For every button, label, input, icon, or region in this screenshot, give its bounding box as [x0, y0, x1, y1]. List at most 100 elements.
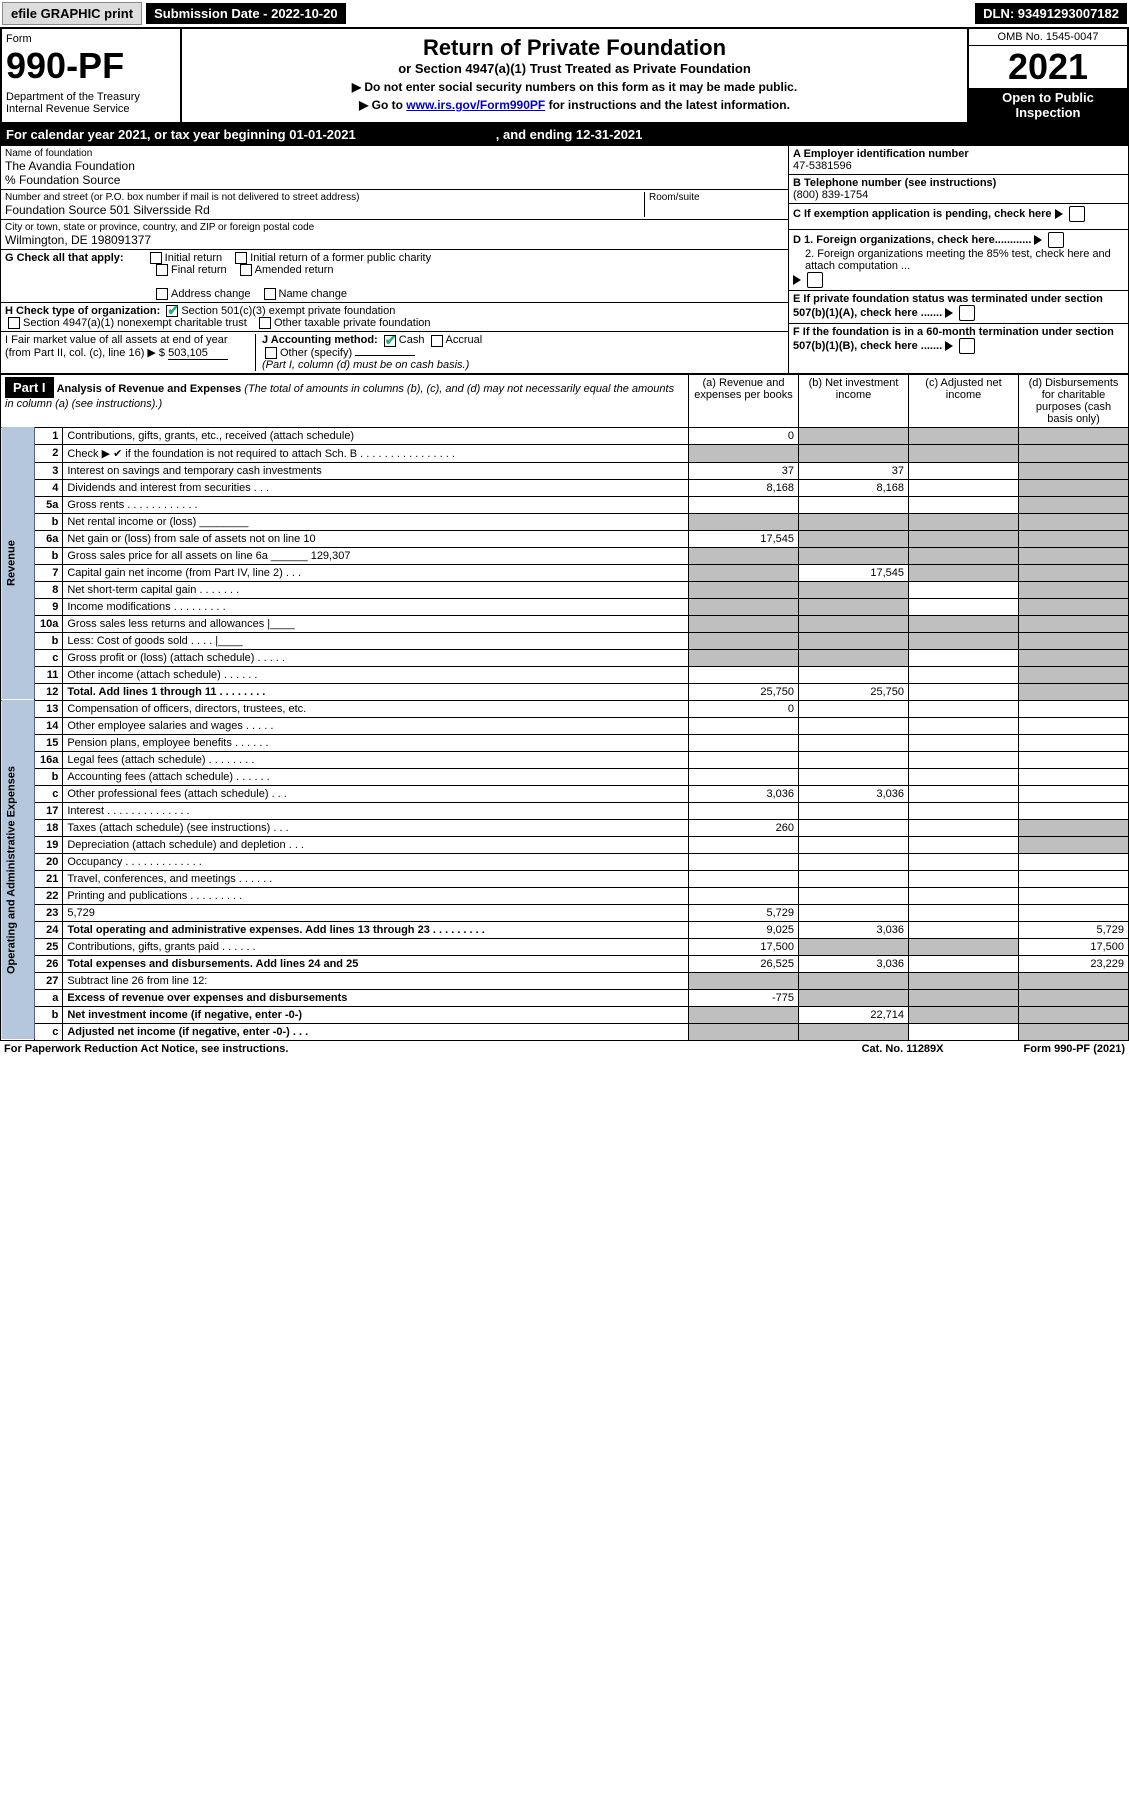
- amount-cell: 3,036: [799, 921, 909, 938]
- table-row: 18Taxes (attach schedule) (see instructi…: [1, 819, 1129, 836]
- amount-cell: [1019, 547, 1129, 564]
- amount-cell: [1019, 802, 1129, 819]
- amount-cell: [909, 1006, 1019, 1023]
- chk-501c3[interactable]: [166, 305, 178, 317]
- table-row: 6aNet gain or (loss) from sale of assets…: [1, 530, 1129, 547]
- row-desc: Pension plans, employee benefits . . . .…: [63, 734, 689, 751]
- amount-cell: 26,525: [689, 955, 799, 972]
- instr-2-post: for instructions and the latest informat…: [545, 98, 790, 112]
- amount-cell: [799, 700, 909, 717]
- chk-4947[interactable]: [8, 317, 20, 329]
- amount-cell: 25,750: [689, 683, 799, 700]
- row-num: c: [35, 649, 63, 666]
- chk-addrchg[interactable]: [156, 288, 168, 300]
- amount-cell: [689, 666, 799, 683]
- room-label: Room/suite: [649, 192, 784, 203]
- amount-cell: [1019, 530, 1129, 547]
- opt-4947: Section 4947(a)(1) nonexempt charitable …: [23, 317, 247, 329]
- amount-cell: [909, 734, 1019, 751]
- col-c-hdr: (c) Adjusted net income: [909, 374, 1019, 427]
- chk-accrual[interactable]: [431, 335, 443, 347]
- amount-cell: [689, 598, 799, 615]
- side-label: Operating and Administrative Expenses: [1, 700, 35, 1040]
- chk-cash[interactable]: [384, 335, 396, 347]
- amount-cell: 25,750: [799, 683, 909, 700]
- open-public-badge: Open to Public Inspection: [969, 88, 1127, 122]
- j-label: J Accounting method:: [262, 334, 378, 346]
- chk-d2[interactable]: [807, 272, 823, 288]
- d1-label: D 1. Foreign organizations, check here..…: [793, 234, 1031, 246]
- name-label: Name of foundation: [5, 148, 784, 159]
- chk-c[interactable]: [1069, 206, 1085, 222]
- amount-cell: [909, 989, 1019, 1006]
- addr-label: Number and street (or P.O. box number if…: [5, 192, 644, 203]
- amount-cell: [909, 479, 1019, 496]
- chk-namechg[interactable]: [264, 288, 276, 300]
- amount-cell: [1019, 887, 1129, 904]
- table-row: 21Travel, conferences, and meetings . . …: [1, 870, 1129, 887]
- row-desc: Gross sales price for all assets on line…: [63, 547, 689, 564]
- row-num: 5a: [35, 496, 63, 513]
- row-desc: Travel, conferences, and meetings . . . …: [63, 870, 689, 887]
- amount-cell: [799, 444, 909, 462]
- row-num: 21: [35, 870, 63, 887]
- opt-namechg: Name change: [279, 288, 348, 300]
- row-num: 10a: [35, 615, 63, 632]
- opt-othertax: Other taxable private foundation: [274, 317, 431, 329]
- instr-link[interactable]: www.irs.gov/Form990PF: [406, 98, 545, 112]
- row-desc: Capital gain net income (from Part IV, l…: [63, 564, 689, 581]
- amount-cell: [1019, 751, 1129, 768]
- efile-button[interactable]: efile GRAPHIC print: [2, 2, 142, 25]
- amount-cell: 17,500: [689, 938, 799, 955]
- table-row: aExcess of revenue over expenses and dis…: [1, 989, 1129, 1006]
- amount-cell: [689, 717, 799, 734]
- row-desc: 5,729: [63, 904, 689, 921]
- amount-cell: [799, 768, 909, 785]
- side-label: Revenue: [1, 427, 35, 700]
- row-desc: Total. Add lines 1 through 11 . . . . . …: [63, 683, 689, 700]
- chk-e[interactable]: [959, 305, 975, 321]
- opt-other-method: Other (specify): [280, 347, 352, 359]
- row-num: 13: [35, 700, 63, 717]
- i-value: 503,105: [168, 347, 228, 360]
- amount-cell: [689, 581, 799, 598]
- b-label: B Telephone number (see instructions): [793, 177, 996, 189]
- instr-2-pre: ▶ Go to: [359, 98, 406, 112]
- chk-other-method[interactable]: [265, 347, 277, 359]
- chk-final[interactable]: [156, 264, 168, 276]
- table-row: Revenue1Contributions, gifts, grants, et…: [1, 427, 1129, 444]
- opt-accrual: Accrual: [446, 334, 483, 346]
- amount-cell: [1019, 479, 1129, 496]
- chk-other-tax[interactable]: [259, 317, 271, 329]
- row-num: 18: [35, 819, 63, 836]
- amount-cell: [1019, 462, 1129, 479]
- table-row: 12Total. Add lines 1 through 11 . . . . …: [1, 683, 1129, 700]
- row-desc: Gross profit or (loss) (attach schedule)…: [63, 649, 689, 666]
- amount-cell: [909, 972, 1019, 989]
- amount-cell: [689, 751, 799, 768]
- chk-initial-former[interactable]: [235, 252, 247, 264]
- care-of: % Foundation Source: [5, 173, 784, 187]
- arrow-icon: [793, 275, 801, 285]
- chk-f[interactable]: [959, 338, 975, 354]
- amount-cell: [799, 972, 909, 989]
- chk-amended[interactable]: [240, 264, 252, 276]
- chk-d1[interactable]: [1048, 232, 1064, 248]
- submission-badge: Submission Date - 2022-10-20: [146, 3, 346, 24]
- amount-cell: [1019, 666, 1129, 683]
- opt-amended: Amended return: [255, 264, 334, 276]
- row-desc: Gross sales less returns and allowances …: [63, 615, 689, 632]
- amount-cell: [1019, 427, 1129, 444]
- chk-initial[interactable]: [150, 252, 162, 264]
- row-desc: Legal fees (attach schedule) . . . . . .…: [63, 751, 689, 768]
- amount-cell: [1019, 581, 1129, 598]
- part1-badge: Part I: [5, 377, 54, 398]
- row-num: 1: [35, 427, 63, 444]
- arrow-icon: [945, 308, 953, 318]
- amount-cell: [1019, 700, 1129, 717]
- row-num: 11: [35, 666, 63, 683]
- row-desc: Interest on savings and temporary cash i…: [63, 462, 689, 479]
- row-num: 23: [35, 904, 63, 921]
- amount-cell: [689, 615, 799, 632]
- row-num: 22: [35, 887, 63, 904]
